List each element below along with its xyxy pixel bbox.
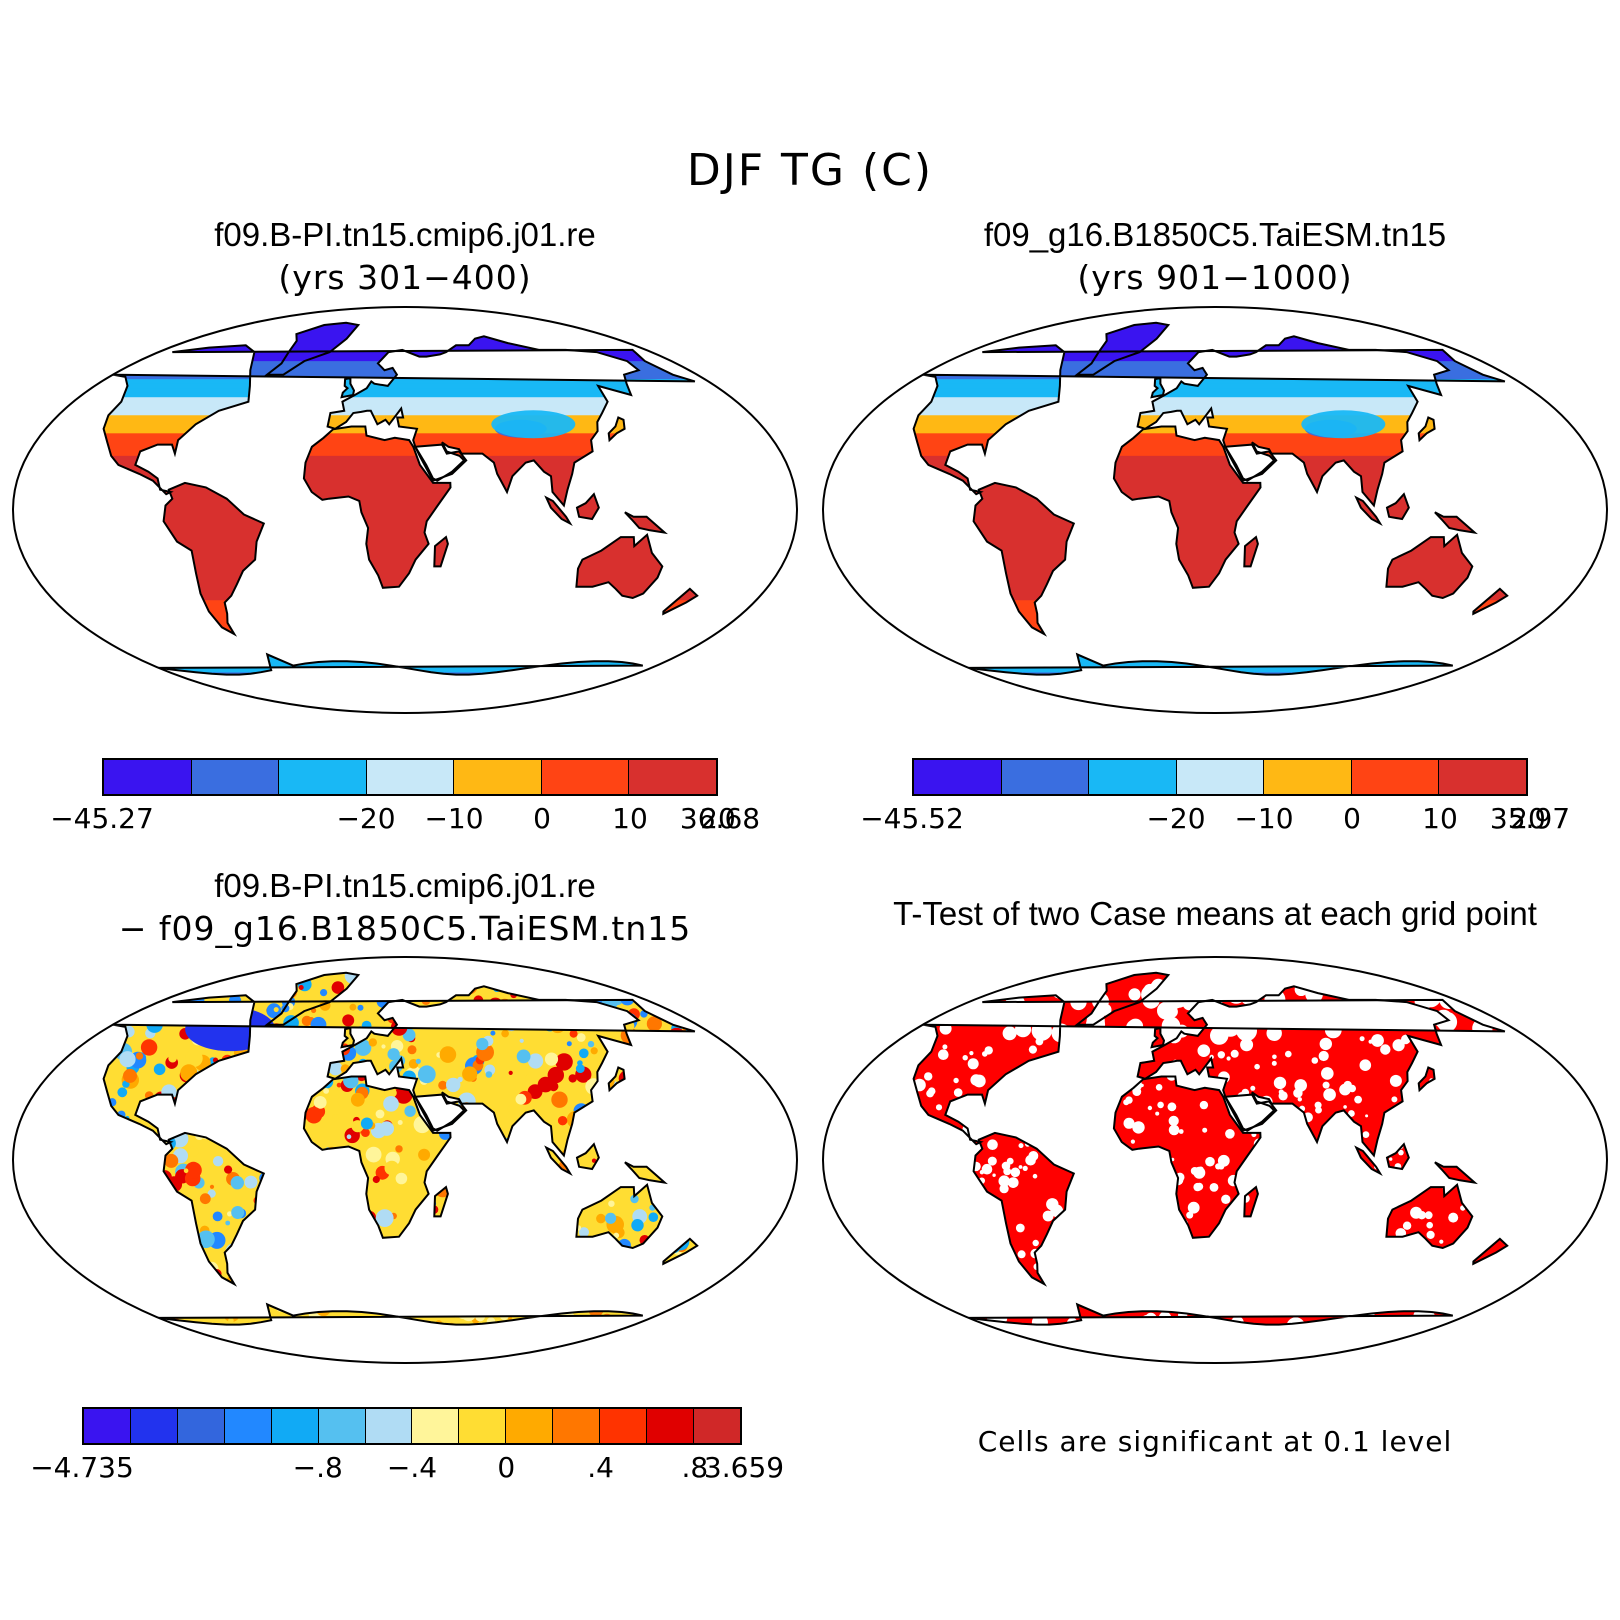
colorbar-swatch — [553, 1409, 601, 1443]
panel-1-map — [12, 306, 798, 714]
figure-title: DJF TG (C) — [686, 145, 934, 196]
colorbar-tick-label: −45.27 — [50, 802, 154, 835]
colorbar-swatch — [412, 1409, 460, 1443]
colorbar-swatch — [459, 1409, 507, 1443]
panel-3-colorbar — [82, 1407, 742, 1445]
colorbar-swatch — [914, 760, 1002, 794]
colorbar-swatch — [629, 760, 717, 794]
colorbar-swatch — [1439, 760, 1527, 794]
colorbar-swatch — [1264, 760, 1352, 794]
colorbar-tick-label: 10 — [1422, 802, 1458, 835]
panel-3-map — [12, 956, 798, 1364]
panel-2-colorbar — [912, 758, 1528, 796]
panel-1-colorbar — [102, 758, 718, 796]
panel-3-subtitle: − f09_g16.B1850C5.TaiESM.tn15 — [118, 909, 692, 948]
panel-1-title: f09.B-PI.tn15.cmip6.j01.re — [214, 216, 596, 253]
panel-4-note: Cells are significant at 0.1 level — [977, 1425, 1453, 1458]
colorbar-swatch — [365, 1409, 413, 1443]
colorbar-tick-label: −4.735 — [30, 1451, 134, 1484]
colorbar-tick-label: −10 — [424, 802, 484, 835]
colorbar-tick-label: 3.659 — [703, 1451, 785, 1484]
colorbar-swatch — [271, 1409, 319, 1443]
colorbar-tick-label: .8 — [681, 1451, 709, 1484]
colorbar-swatch — [224, 1409, 272, 1443]
colorbar-tick-label: 0 — [497, 1451, 516, 1484]
panel-4-map — [822, 956, 1608, 1364]
colorbar-tick-label: −45.52 — [860, 802, 964, 835]
colorbar-tick-label: −20 — [336, 802, 396, 835]
colorbar-swatch — [318, 1409, 366, 1443]
colorbar-swatch — [177, 1409, 225, 1443]
colorbar-tick-label: −.8 — [292, 1451, 343, 1484]
colorbar-tick-label: −10 — [1234, 802, 1294, 835]
colorbar-swatch — [191, 760, 280, 794]
colorbar-swatch — [506, 1409, 554, 1443]
colorbar-swatch — [1351, 760, 1440, 794]
panel-3-title: f09.B-PI.tn15.cmip6.j01.re — [214, 867, 596, 904]
colorbar-swatch — [366, 760, 455, 794]
colorbar-swatch — [647, 1409, 694, 1443]
colorbar-tick-label: 20 — [700, 802, 736, 835]
colorbar-tick-label: −.4 — [386, 1451, 438, 1484]
panel-4-title: T-Test of two Case means at each grid po… — [893, 895, 1537, 932]
colorbar-tick-label: 0 — [1343, 802, 1361, 835]
colorbar-swatch — [454, 760, 542, 794]
colorbar-tick-label: 36.68 — [679, 802, 761, 835]
colorbar-swatch — [1176, 760, 1265, 794]
colorbar-tick-label: 35.97 — [1489, 802, 1571, 835]
colorbar-swatch — [541, 760, 630, 794]
panel-2-title: f09_g16.B1850C5.TaiESM.tn15 — [983, 216, 1447, 253]
panel-2-subtitle: (yrs 901−1000) — [1077, 258, 1353, 297]
colorbar-tick-label: −20 — [1146, 802, 1206, 835]
colorbar-tick-label: 20 — [1510, 802, 1546, 835]
colorbar-swatch — [279, 760, 367, 794]
colorbar-tick-label: .4 — [587, 1451, 614, 1484]
colorbar-swatch — [84, 1409, 131, 1443]
colorbar-swatch — [104, 760, 192, 794]
colorbar-tick-label: 10 — [612, 802, 648, 835]
panel-2-map — [822, 306, 1608, 714]
colorbar-swatch — [1089, 760, 1177, 794]
colorbar-tick-label: 0 — [533, 802, 551, 835]
colorbar-swatch — [1001, 760, 1090, 794]
colorbar-swatch — [693, 1409, 740, 1443]
colorbar-swatch — [600, 1409, 648, 1443]
colorbar-swatch — [130, 1409, 178, 1443]
panel-1-subtitle: (yrs 301−400) — [278, 258, 532, 297]
